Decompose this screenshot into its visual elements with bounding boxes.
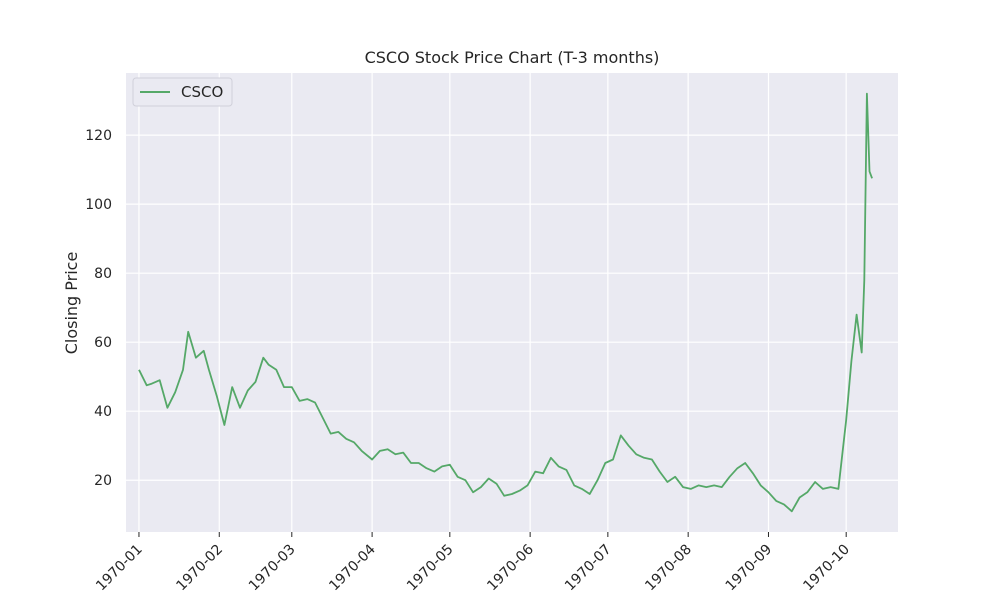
legend: CSCO <box>132 77 233 107</box>
x-tick-label: 1970-04 <box>326 541 379 594</box>
x-tick-label: 1970-03 <box>246 542 299 595</box>
plot-area <box>126 73 898 532</box>
x-tick-labels: 1970-01 1970-02 1970-03 1970-04 1970-05 1970-… <box>93 541 853 594</box>
legend-box <box>132 77 233 107</box>
y-tick-label: 60 <box>94 335 112 351</box>
x-tick-label: 1970-07 <box>562 542 615 595</box>
x-tick-label: 1970-08 <box>642 542 695 595</box>
y-tick-label: 20 <box>94 473 112 489</box>
grid-lines <box>126 73 898 537</box>
y-axis-label: Closing Price <box>62 252 81 355</box>
x-tick-label: 1970-06 <box>484 541 537 594</box>
x-tick-label: 1970-05 <box>404 542 457 595</box>
y-tick-labels: 20 40 60 80 100 120 <box>85 128 112 489</box>
y-tick-label: 120 <box>85 128 112 144</box>
series-line-csco <box>138 92 873 513</box>
x-tick-label: 1970-02 <box>173 542 226 595</box>
chart-title: CSCO Stock Price Chart (T-3 months) <box>365 48 660 67</box>
y-tick-label: 40 <box>94 404 112 420</box>
x-tick-label: 1970-01 <box>93 542 146 595</box>
x-tick-label: 1970-10 <box>800 542 853 595</box>
y-tick-label: 100 <box>85 197 112 213</box>
series-layer <box>138 92 873 513</box>
legend-label-csco: CSCO <box>181 83 223 101</box>
y-tick-label: 80 <box>94 266 112 282</box>
x-tick-label: 1970-09 <box>723 542 776 595</box>
